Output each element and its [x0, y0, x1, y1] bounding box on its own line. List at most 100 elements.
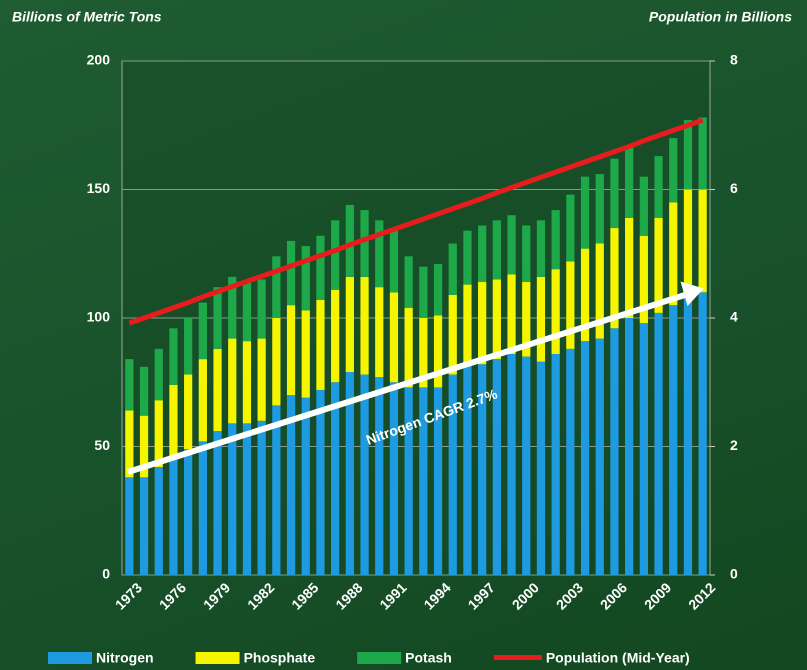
bar	[507, 354, 515, 575]
bar	[375, 220, 383, 287]
bar	[213, 287, 221, 349]
bar	[566, 349, 574, 575]
bar	[287, 305, 295, 395]
bar	[331, 382, 339, 575]
bar	[625, 146, 633, 218]
y-tick-label: 0	[102, 566, 110, 582]
bar	[125, 477, 133, 575]
x-tick-label: 1985	[288, 579, 321, 612]
bar	[272, 318, 280, 405]
bar	[449, 243, 457, 294]
bar	[169, 459, 177, 575]
bar	[360, 375, 368, 575]
x-tick-label: 2009	[641, 579, 674, 612]
bar	[360, 277, 368, 375]
bar	[640, 323, 648, 575]
x-tick-label: 1988	[332, 579, 365, 612]
bar	[625, 318, 633, 575]
bar	[155, 400, 163, 467]
bar	[213, 349, 221, 431]
legend-label: Potash	[405, 650, 452, 666]
x-tick-label: 1991	[376, 579, 409, 612]
y-tick-label: 200	[87, 52, 111, 68]
bar	[596, 174, 604, 243]
bar	[228, 423, 236, 575]
x-tick-label: 1976	[156, 579, 189, 612]
legend-label: Phosphate	[244, 650, 316, 666]
bar	[625, 218, 633, 318]
y-tick-label: 150	[87, 180, 111, 196]
bar	[243, 423, 251, 575]
bar	[684, 120, 692, 189]
bar	[654, 313, 662, 575]
bar	[552, 210, 560, 269]
bar	[390, 292, 398, 382]
bar	[272, 256, 280, 318]
y2-tick-label: 2	[730, 437, 738, 453]
bar	[272, 405, 280, 575]
x-tick-label: 1994	[420, 579, 453, 612]
legend-label: Nitrogen	[96, 650, 154, 666]
y2-tick-label: 6	[730, 180, 738, 196]
y2-axis-title: Population in Billions	[649, 9, 792, 25]
x-tick-label: 1982	[244, 579, 277, 612]
bar	[184, 318, 192, 375]
bar	[258, 421, 266, 575]
bar	[507, 215, 515, 274]
bar	[228, 339, 236, 424]
bar	[522, 357, 530, 575]
bar	[302, 398, 310, 575]
bar	[699, 118, 707, 190]
bar	[419, 267, 427, 318]
bar	[537, 277, 545, 362]
bar	[405, 308, 413, 388]
bar	[463, 231, 471, 285]
bar	[596, 339, 604, 575]
bar	[610, 159, 618, 228]
bar	[258, 339, 266, 421]
bar	[390, 382, 398, 575]
bar	[316, 300, 324, 390]
bar	[125, 359, 133, 410]
bar	[507, 274, 515, 354]
x-tick-label: 2003	[553, 579, 586, 612]
x-tick-label: 2000	[509, 579, 542, 612]
bar	[669, 305, 677, 575]
bar	[199, 441, 207, 575]
bar	[213, 431, 221, 575]
bar	[302, 246, 310, 310]
bar	[184, 375, 192, 450]
y-tick-label: 50	[94, 437, 110, 453]
bar	[258, 279, 266, 338]
bar	[699, 292, 707, 575]
bar	[375, 377, 383, 575]
y-tick-label: 100	[87, 309, 111, 325]
legend-swatch	[494, 655, 542, 660]
bar	[669, 202, 677, 305]
y-axis-title: Billions of Metric Tons	[12, 9, 162, 25]
x-tick-label: 2012	[685, 579, 718, 612]
bar	[155, 349, 163, 400]
bar	[346, 277, 354, 372]
bar	[434, 264, 442, 315]
bar	[581, 177, 589, 249]
bar	[331, 220, 339, 289]
bar	[684, 297, 692, 575]
bar	[537, 220, 545, 277]
bar	[552, 269, 560, 354]
bar	[169, 385, 177, 460]
bar	[184, 449, 192, 575]
x-tick-label: 2006	[597, 579, 630, 612]
bar	[566, 195, 574, 262]
legend-label: Population (Mid-Year)	[546, 650, 690, 666]
bar	[684, 190, 692, 298]
bar	[522, 225, 530, 282]
bar	[566, 261, 574, 348]
bar	[654, 156, 662, 218]
bar	[390, 231, 398, 293]
bar	[199, 303, 207, 360]
bar	[316, 236, 324, 300]
bar	[669, 138, 677, 202]
bar	[360, 210, 368, 277]
x-tick-label: 1979	[200, 579, 233, 612]
